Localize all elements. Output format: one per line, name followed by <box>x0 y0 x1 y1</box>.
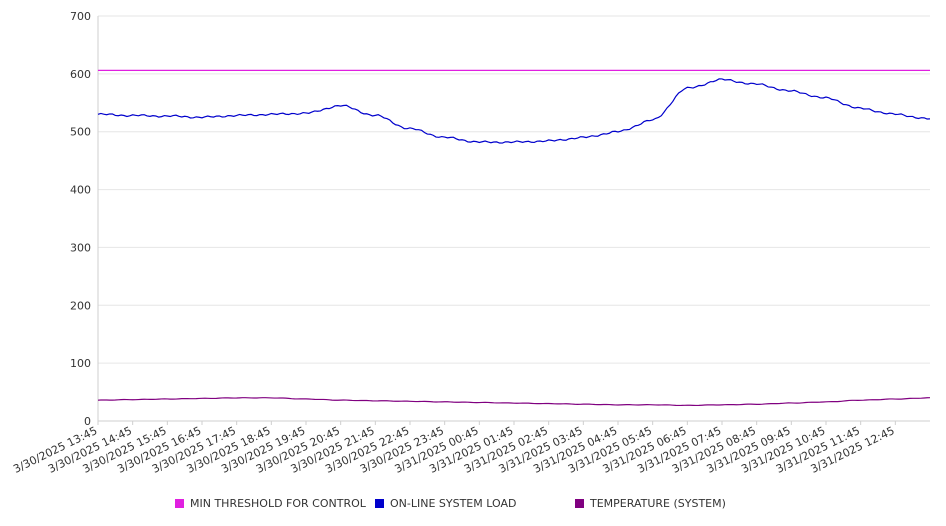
legend-item-threshold: MIN THRESHOLD FOR CONTROL <box>175 497 366 510</box>
axes <box>97 16 930 425</box>
legend-swatch-temperature <box>575 499 584 508</box>
series-lines <box>97 69 931 407</box>
gridlines <box>98 15 930 422</box>
legend-label-temperature: TEMPERATURE (SYSTEM) <box>590 497 726 510</box>
legend: MIN THRESHOLD FOR CONTROL ON-LINE SYSTEM… <box>0 497 946 515</box>
y-tick-label: 0 <box>84 415 91 428</box>
legend-swatch-threshold <box>175 499 184 508</box>
series-line-temperature-system <box>97 397 931 407</box>
legend-item-system-load: ON-LINE SYSTEM LOAD <box>375 497 516 510</box>
y-tick-label: 400 <box>70 184 91 197</box>
y-tick-label: 300 <box>70 241 91 254</box>
legend-swatch-system-load <box>375 499 384 508</box>
legend-item-temperature: TEMPERATURE (SYSTEM) <box>575 497 726 510</box>
y-tick-label: 200 <box>70 299 91 312</box>
y-tick-label: 600 <box>70 68 91 81</box>
legend-label-system-load: ON-LINE SYSTEM LOAD <box>390 497 517 510</box>
series-line-on-line-system-load <box>97 78 931 144</box>
y-tick-label: 500 <box>70 126 91 139</box>
y-tick-label: 700 <box>70 10 91 23</box>
legend-label-threshold: MIN THRESHOLD FOR CONTROL <box>190 497 366 510</box>
y-tick-label: 100 <box>70 357 91 370</box>
